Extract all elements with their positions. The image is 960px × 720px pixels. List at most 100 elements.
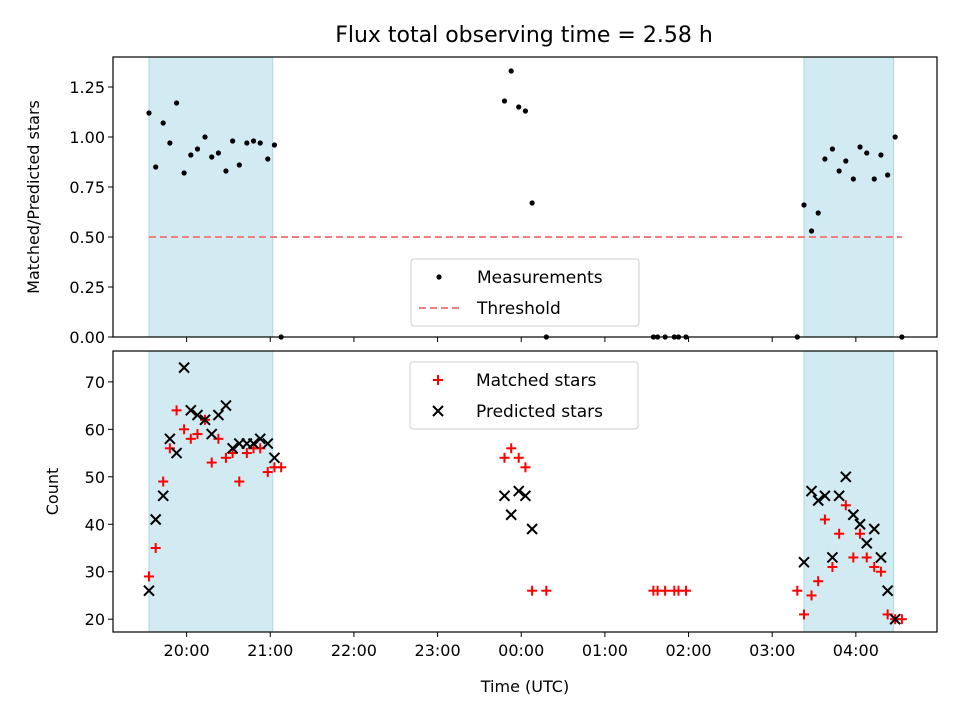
measurement-point <box>230 138 236 144</box>
measurement-point <box>194 146 201 152</box>
predicted-point <box>812 494 824 507</box>
matched-point <box>848 552 859 563</box>
predicted-marker-b <box>513 485 525 497</box>
matched-point <box>179 424 190 435</box>
axes-frame <box>112 56 938 338</box>
predicted-point <box>826 551 839 564</box>
measurement-point <box>885 172 891 178</box>
measurement-point <box>215 150 222 156</box>
matched-point <box>192 429 203 440</box>
matched-point <box>806 590 817 601</box>
measurement-point <box>209 154 215 160</box>
measurement-point <box>181 170 187 176</box>
matched-point <box>143 571 154 582</box>
predicted-point <box>164 433 176 445</box>
predicted-marker-b <box>812 494 824 507</box>
measurement-point <box>153 164 159 170</box>
matched-point <box>855 528 866 539</box>
predicted-marker-b <box>254 433 266 445</box>
measurement-point <box>173 100 180 106</box>
measurement-point <box>501 98 508 104</box>
matched-point <box>541 585 552 596</box>
predicted-point <box>212 409 225 421</box>
matched-point <box>234 476 245 487</box>
predicted-marker-b <box>498 490 511 502</box>
legend-label: Predicted stars <box>476 402 603 422</box>
matched-point <box>262 467 273 478</box>
predicted-marker-b <box>143 584 155 597</box>
legend-label: Matched stars <box>476 371 596 391</box>
x-tick-label: 00:00 <box>498 641 544 660</box>
measurement-point <box>160 120 166 126</box>
legend: Matched stars Predicted stars <box>409 361 639 430</box>
predicted-point <box>498 490 511 502</box>
measurement-point <box>836 168 842 174</box>
x-tick-label: 22:00 <box>331 641 377 660</box>
predicted-marker-b <box>826 551 839 564</box>
predicted-marker-b <box>819 490 831 502</box>
measurement-point <box>871 176 877 182</box>
predicted-marker-b <box>798 556 810 568</box>
predicted-marker-b <box>191 409 204 421</box>
y-tick-label: 0.50 <box>69 228 105 247</box>
measurement-point <box>516 104 522 110</box>
predicted-marker-b <box>164 433 176 445</box>
measurement-point <box>850 176 856 182</box>
y-tick-label: 20 <box>85 610 105 629</box>
matched-point <box>813 576 824 587</box>
predicted-point <box>519 490 532 502</box>
predicted-marker-b <box>185 404 197 417</box>
predicted-marker-b <box>868 523 880 535</box>
predicted-point <box>798 556 810 568</box>
shaded-band <box>148 56 274 338</box>
predicted-point <box>819 490 831 502</box>
x-tick-label: 04:00 <box>833 641 879 660</box>
matched-point <box>798 609 809 620</box>
shaded-band <box>148 350 274 633</box>
predicted-point <box>875 551 887 564</box>
predicted-marker-b <box>854 518 866 530</box>
predicted-marker-b <box>519 490 532 502</box>
matched-point <box>158 476 169 487</box>
predicted-point <box>833 490 845 502</box>
matched-point <box>241 448 252 459</box>
measurement-point <box>223 168 229 174</box>
predicted-point <box>247 437 260 450</box>
predicted-point <box>513 485 525 497</box>
predicted-marker-b <box>220 399 232 412</box>
y-axis-label: Matched/Predicted stars <box>24 100 43 294</box>
matched-point <box>792 585 803 596</box>
axes-frame <box>112 350 938 633</box>
predicted-marker-b <box>526 523 538 535</box>
predicted-point <box>170 447 183 459</box>
predicted-point <box>149 513 162 526</box>
matched-point <box>520 462 531 473</box>
predicted-point <box>268 452 281 464</box>
legend-box <box>409 361 639 430</box>
predicted-point <box>254 433 266 445</box>
predicted-marker-b <box>199 414 211 426</box>
y-tick-label: 0.75 <box>69 178 105 197</box>
predicted-marker-b <box>833 490 845 502</box>
y-tick-label: 60 <box>85 420 105 439</box>
matched-point <box>206 457 217 468</box>
shaded-band <box>803 350 894 633</box>
predicted-marker-b <box>170 447 183 459</box>
matched-point <box>834 528 845 539</box>
predicted-marker-b <box>889 613 901 625</box>
x-axis-label: Time (UTC) <box>480 677 569 696</box>
measurement-point <box>265 156 271 162</box>
legend-label: Measurements <box>477 268 603 288</box>
matched-point <box>171 405 182 416</box>
predicted-marker-b <box>881 584 894 597</box>
matched-point <box>185 433 196 444</box>
measurement-point <box>815 210 821 216</box>
measurement-point <box>864 150 870 156</box>
predicted-point <box>840 471 852 483</box>
predicted-point <box>881 584 894 597</box>
matched-point <box>660 585 671 596</box>
predicted-point <box>226 442 239 455</box>
y-tick-label: 1.25 <box>69 78 105 97</box>
predicted-marker-b <box>149 513 162 526</box>
y-tick-label: 0.00 <box>69 328 105 347</box>
